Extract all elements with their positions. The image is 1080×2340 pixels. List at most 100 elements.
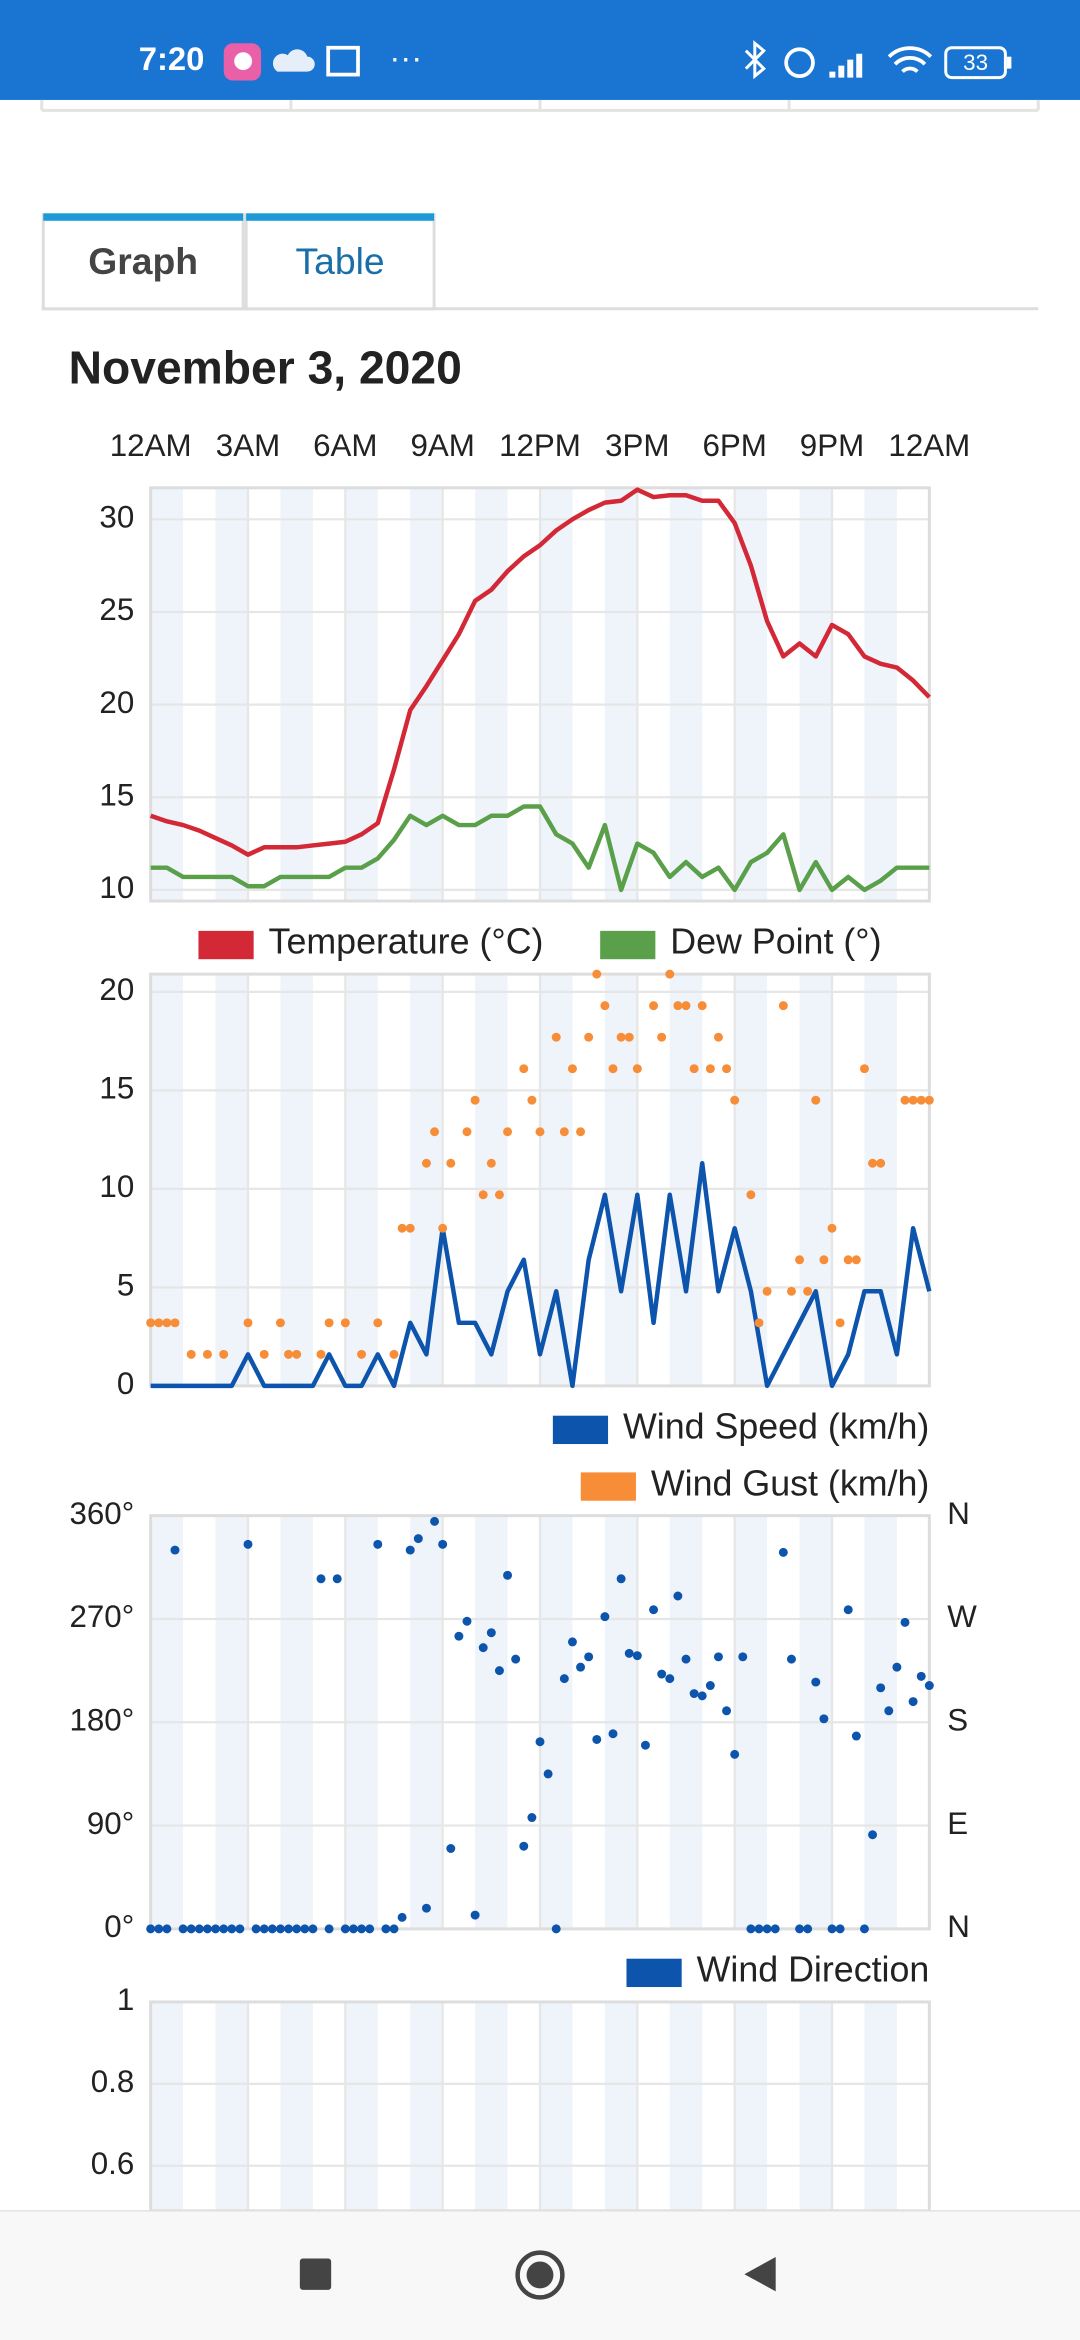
series-point [421, 1903, 431, 1913]
series-point [292, 1349, 302, 1359]
x-tick-label: 12PM [499, 428, 581, 463]
home-button[interactable] [515, 2250, 565, 2300]
battery-tip [1006, 56, 1012, 69]
date-heading: November 3, 2020 [69, 342, 462, 394]
series-point [689, 1064, 699, 1074]
series-point [900, 1095, 910, 1105]
series-point [754, 1318, 764, 1328]
alarm-icon [784, 47, 815, 78]
tab-active-indicator [43, 213, 244, 221]
series-point [576, 1127, 586, 1137]
series-point [430, 1516, 440, 1526]
hour-band [345, 2001, 378, 2211]
series-point [211, 1924, 221, 1934]
series-point [259, 1924, 269, 1934]
hour-band [410, 487, 443, 902]
series-point [567, 1064, 577, 1074]
series-point [373, 1539, 383, 1549]
hour-band [215, 487, 248, 902]
series-point [576, 1662, 586, 1672]
series-point [640, 1740, 650, 1750]
series-point [340, 1924, 350, 1934]
series-point [381, 1924, 391, 1934]
series-point [259, 1349, 269, 1359]
x-tick-label: 9AM [410, 428, 474, 463]
hour-band [604, 487, 638, 902]
hour-band [669, 974, 703, 1386]
y-tick-label: 1 [117, 1982, 134, 2017]
series-point [170, 1545, 180, 1555]
tab-label[interactable]: Graph [88, 240, 198, 282]
series-point [657, 1669, 667, 1679]
series-point [373, 1318, 383, 1328]
series-point [616, 1032, 626, 1042]
series-point [795, 1924, 805, 1934]
series-point [770, 1924, 780, 1934]
recents-button[interactable] [299, 2258, 332, 2290]
series-point [438, 1223, 448, 1233]
series-point [397, 1223, 407, 1233]
series-point [511, 1654, 521, 1664]
series-point [713, 1652, 723, 1662]
hour-band [475, 487, 508, 902]
back-button[interactable] [744, 2257, 776, 2292]
plot-border [149, 972, 931, 1388]
series-point [186, 1349, 196, 1359]
x-tick-label: 6PM [702, 428, 766, 463]
series-point [697, 1001, 707, 1011]
series-point [900, 1617, 910, 1627]
hour-band [150, 487, 184, 902]
series-point [535, 1127, 545, 1137]
hour-band [475, 974, 508, 1386]
series-point [202, 1924, 212, 1934]
series-point [186, 1924, 196, 1934]
hour-band [150, 974, 184, 1386]
hour-band [280, 2001, 313, 2211]
hour-band [864, 974, 897, 1386]
series-point [503, 1570, 513, 1580]
more-icon: ··· [389, 38, 422, 75]
y2-tick-label: E [947, 1806, 968, 1841]
series-point [154, 1924, 164, 1934]
y-tick-label: 10 [99, 870, 134, 905]
series-point [316, 1349, 326, 1359]
series-point [397, 1912, 407, 1922]
series-point [819, 1255, 829, 1265]
hour-band [734, 2001, 768, 2211]
y2-tick-label: W [947, 1599, 977, 1634]
series-point [284, 1924, 294, 1934]
tab-indicator [246, 213, 435, 221]
series-point [430, 1127, 440, 1137]
cloud-icon [272, 49, 315, 72]
y-tick-label: 90° [87, 1806, 134, 1841]
series-point [746, 1924, 756, 1934]
series-point [486, 1158, 496, 1168]
series-point [851, 1731, 861, 1741]
legend-label: Temperature (°C) [269, 922, 544, 962]
series-point [916, 1095, 926, 1105]
series-point [405, 1545, 415, 1555]
bluetooth-icon [744, 40, 766, 80]
hour-band [410, 2001, 443, 2211]
series-point [324, 1924, 334, 1934]
series-point [308, 1924, 318, 1934]
series-point [178, 1924, 188, 1934]
series-point [454, 1631, 464, 1641]
series-point [778, 1547, 788, 1557]
series-point [803, 1286, 813, 1296]
hour-band [540, 974, 573, 1386]
hour-band [604, 974, 638, 1386]
series-point [730, 1749, 740, 1759]
tab-label[interactable]: Table [296, 240, 385, 282]
home-button-dot [526, 2261, 554, 2289]
series-point [778, 1001, 788, 1011]
series-point [527, 1095, 537, 1105]
series-point [559, 1127, 569, 1137]
y-tick-label: 30 [99, 500, 134, 535]
series-point [600, 1612, 610, 1622]
series-point [908, 1095, 918, 1105]
y-tick-label: 25 [99, 592, 134, 627]
series-point [746, 1190, 756, 1200]
legend-swatch [198, 930, 254, 960]
series-point [446, 1844, 456, 1853]
